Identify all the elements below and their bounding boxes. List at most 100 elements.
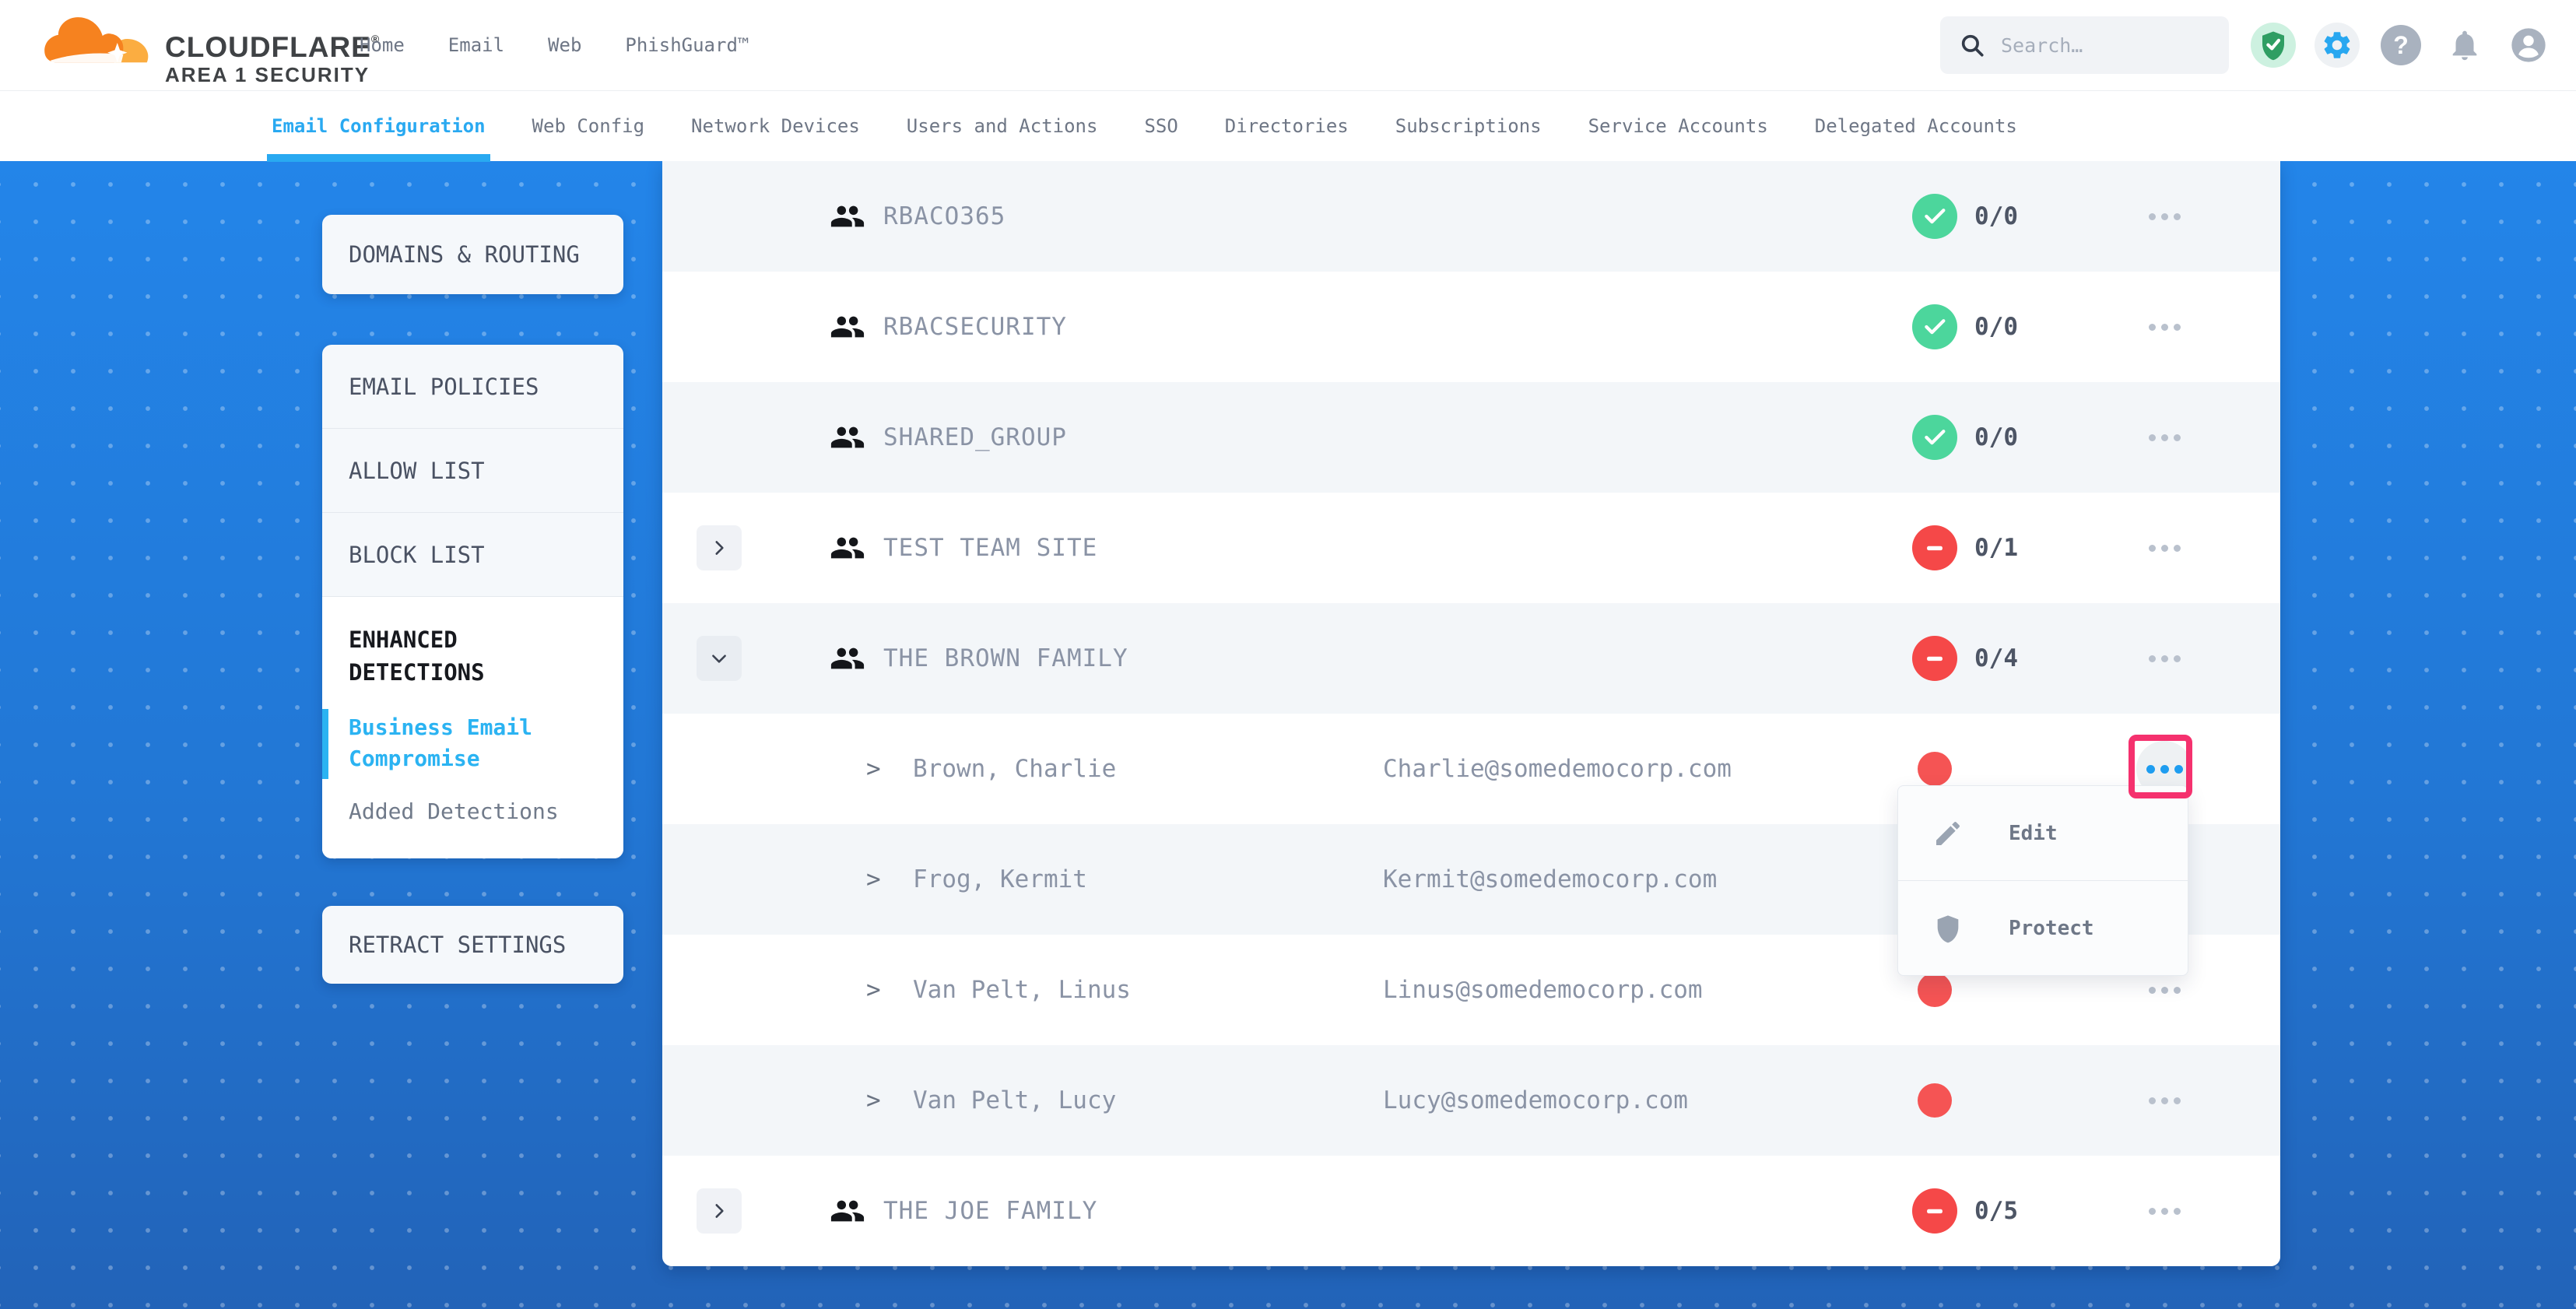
row-actions-button[interactable] bbox=[2136, 962, 2192, 1018]
table-row: THE BROWN FAMILY 0/4 bbox=[662, 603, 2280, 714]
ellipsis-icon bbox=[2146, 764, 2155, 774]
cloudflare-logo[interactable]: CLOUDFLARE® AREA 1 SECURITY bbox=[40, 5, 380, 86]
member-name: Frog, Kermit bbox=[913, 865, 1087, 893]
nav-item-email[interactable]: Email bbox=[447, 34, 505, 56]
sidebar-item-email-policies[interactable]: EMAIL POLICIES bbox=[322, 345, 623, 429]
sidebar-label: Added Detections bbox=[349, 798, 559, 824]
shield-icon bbox=[1937, 914, 1959, 942]
sidebar-label: ALLOW LIST bbox=[349, 457, 485, 484]
status-check-badge bbox=[1912, 304, 1957, 349]
tab-web-config[interactable]: Web Config bbox=[532, 115, 645, 137]
row-actions-button[interactable] bbox=[2136, 520, 2192, 576]
member-email: Charlie@somedemocorp.com bbox=[1383, 755, 1732, 783]
menu-item-label: Edit bbox=[2009, 821, 2058, 845]
member-caret: > bbox=[866, 976, 881, 1004]
protected-count: 0/0 bbox=[1974, 423, 2018, 451]
member-email: Lucy@somedemocorp.com bbox=[1383, 1086, 1688, 1114]
annotation-highlight-box bbox=[2129, 735, 2192, 798]
bell-icon[interactable] bbox=[2442, 23, 2487, 68]
menu-item-protect[interactable]: Protect bbox=[1898, 880, 2188, 975]
enhanced-detections-title: ENHANCED DETECTIONS bbox=[349, 626, 485, 686]
account-icon[interactable] bbox=[2506, 23, 2551, 68]
tab-network-devices[interactable]: Network Devices bbox=[691, 115, 860, 137]
group-name: THE BROWN FAMILY bbox=[883, 644, 1128, 672]
expand-row-button[interactable] bbox=[697, 525, 742, 570]
tab-service-accounts[interactable]: Service Accounts bbox=[1588, 115, 1768, 137]
member-caret: > bbox=[866, 865, 881, 893]
tab-email-configuration[interactable]: Email Configuration bbox=[267, 91, 490, 162]
status-minus-badge bbox=[1912, 1188, 1957, 1234]
row-actions-button[interactable] bbox=[2136, 1072, 2192, 1128]
pencil-icon bbox=[1936, 821, 1960, 845]
tab-users-and-actions[interactable]: Users and Actions bbox=[906, 115, 1098, 137]
sidebar-item-domains-routing[interactable]: DOMAINS & ROUTING bbox=[322, 215, 623, 294]
table-row: THE JOE FAMILY 0/5 bbox=[662, 1156, 2280, 1266]
menu-item-edit[interactable]: Edit bbox=[1898, 786, 2188, 880]
ellipsis-icon bbox=[2174, 764, 2183, 774]
tab-sso[interactable]: SSO bbox=[1144, 115, 1178, 137]
row-actions-button[interactable] bbox=[2136, 630, 2192, 686]
protected-count: 0/1 bbox=[1974, 534, 2018, 562]
shield-check-icon[interactable] bbox=[2251, 23, 2296, 68]
ellipsis-icon bbox=[2173, 654, 2181, 662]
nav-item-web[interactable]: Web bbox=[548, 34, 582, 56]
row-actions-button[interactable] bbox=[2136, 299, 2192, 355]
sidebar-item-block-list[interactable]: BLOCK LIST bbox=[322, 513, 623, 597]
tab-subscriptions[interactable]: Subscriptions bbox=[1395, 115, 1542, 137]
sidebar-item-retract-settings[interactable]: RETRACT SETTINGS bbox=[322, 906, 623, 984]
group-icon bbox=[830, 640, 865, 676]
status-dot bbox=[1918, 973, 1952, 1007]
sidebar-item-added-detections[interactable]: Added Detections bbox=[349, 796, 597, 827]
chevron-down-icon bbox=[712, 654, 726, 663]
ellipsis-icon bbox=[2173, 212, 2181, 220]
search-input[interactable] bbox=[1999, 33, 2213, 58]
tab-directories[interactable]: Directories bbox=[1224, 115, 1349, 137]
table-row: TEST TEAM SITE 0/1 bbox=[662, 493, 2280, 603]
help-icon[interactable]: ? bbox=[2378, 23, 2423, 68]
minus-icon bbox=[1927, 546, 1943, 551]
status-dot bbox=[1918, 752, 1952, 786]
tab-delegated-accounts[interactable]: Delegated Accounts bbox=[1814, 115, 2017, 137]
nav-item-home[interactable]: Home bbox=[360, 34, 405, 56]
sidebar-label: EMAIL POLICIES bbox=[349, 373, 539, 400]
collapse-row-button[interactable] bbox=[697, 636, 742, 681]
sidebar-item-allow-list[interactable]: ALLOW LIST bbox=[322, 429, 623, 513]
status-dot bbox=[1918, 1083, 1952, 1118]
ellipsis-icon bbox=[2160, 654, 2168, 662]
check-icon bbox=[1925, 319, 1946, 335]
secondary-nav: Email Configuration Web Config Network Dev… bbox=[0, 90, 2576, 162]
ellipsis-icon bbox=[2148, 544, 2156, 552]
row-context-menu: Edit Protect bbox=[1897, 785, 2188, 976]
header-icons: ? bbox=[2251, 0, 2551, 90]
sidebar-item-business-email-compromise[interactable]: Business Email Compromise bbox=[322, 709, 543, 779]
member-email: Linus@somedemocorp.com bbox=[1383, 976, 1703, 1004]
nav-item-phishguard-[interactable]: PhishGuard™ bbox=[625, 34, 749, 56]
ellipsis-icon bbox=[2148, 986, 2156, 994]
sidebar-label: Business Email Compromise bbox=[349, 714, 533, 771]
sidebar-policies-card: EMAIL POLICIES ALLOW LIST BLOCK LIST ENH… bbox=[322, 345, 623, 858]
protected-count: 0/4 bbox=[1974, 644, 2018, 672]
ellipsis-icon bbox=[2148, 1097, 2156, 1104]
row-actions-button[interactable] bbox=[2136, 1183, 2192, 1239]
expand-row-button[interactable] bbox=[697, 1188, 742, 1234]
chevron-right-icon bbox=[715, 541, 724, 555]
minus-icon bbox=[1927, 656, 1943, 662]
group-name: THE JOE FAMILY bbox=[883, 1197, 1098, 1225]
row-actions-button[interactable] bbox=[2136, 188, 2192, 244]
ellipsis-icon bbox=[2148, 654, 2156, 662]
group-name: RBACSECURITY bbox=[883, 313, 1067, 341]
ellipsis-icon bbox=[2148, 212, 2156, 220]
group-icon bbox=[830, 198, 865, 234]
member-email: Kermit@somedemocorp.com bbox=[1383, 865, 1718, 893]
gear-icon[interactable] bbox=[2315, 23, 2360, 68]
directory-table: RBACO365 0/0 RBACSECURITY 0/0 SHARED_GROUP 0/… bbox=[662, 161, 2280, 1266]
member-name: Van Pelt, Lucy bbox=[913, 1086, 1117, 1114]
row-actions-button[interactable] bbox=[2136, 409, 2192, 465]
member-name: Van Pelt, Linus bbox=[913, 976, 1131, 1004]
group-name: SHARED_GROUP bbox=[883, 423, 1067, 451]
search-box[interactable] bbox=[1940, 16, 2229, 74]
table-row: SHARED_GROUP 0/0 bbox=[662, 382, 2280, 493]
member-caret: > bbox=[866, 1086, 881, 1114]
ellipsis-icon bbox=[2160, 1207, 2168, 1215]
